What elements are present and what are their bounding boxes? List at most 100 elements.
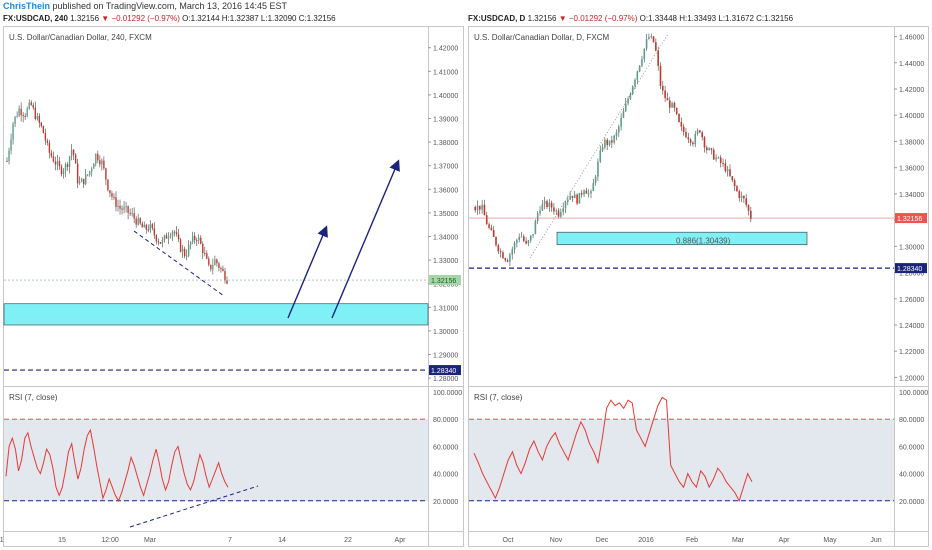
left-candle-body <box>147 229 149 231</box>
left-candle-body <box>87 174 89 176</box>
right-candle-body <box>643 48 646 60</box>
left-candle-body <box>137 218 139 225</box>
right-candle-body <box>659 65 662 86</box>
right-candle-body <box>509 254 511 262</box>
left-candle-body <box>204 253 206 255</box>
left-price-tick-label: 1.34000 <box>433 235 458 242</box>
right-candle-body <box>706 147 708 151</box>
left-candle-body <box>151 224 154 229</box>
right-candle-body <box>661 85 664 91</box>
left-candle-body <box>97 153 99 161</box>
right-candle-body <box>715 157 717 160</box>
right-candle-body <box>627 98 629 104</box>
right-candle-body <box>664 90 666 99</box>
left-candle-body <box>218 263 220 268</box>
left-candle-body <box>206 253 208 259</box>
right-candle-body <box>557 210 560 217</box>
left-candle-body <box>117 205 119 208</box>
left-candle-body <box>111 193 113 197</box>
right-time-tick-label: Apr <box>779 537 791 544</box>
right-candle-body <box>555 210 558 212</box>
right-ohlc: O:1.33448 H:1.33493 L:1.31672 C:1.32156 <box>639 14 794 23</box>
left-projection-arrow-long <box>331 159 400 319</box>
left-candle-body <box>113 196 115 198</box>
left-symbol[interactable]: FX:USDCAD, 240 <box>3 14 68 23</box>
left-candle-body <box>93 163 95 169</box>
right-candle-body <box>583 190 585 195</box>
left-candle-body <box>189 241 192 245</box>
right-price-tick-label: 1.30000 <box>899 244 924 251</box>
right-price-tick-label: 1.28000 <box>899 271 924 278</box>
right-last-price-badge <box>895 213 927 224</box>
left-price-tick-label: 1.32000 <box>433 282 458 289</box>
left-candle-body <box>169 236 172 238</box>
right-rsi-label: RSI (7, close) <box>474 393 523 402</box>
right-price-tick-label: 1.26000 <box>899 297 924 304</box>
right-candle-body <box>529 235 532 241</box>
right-time-tick-label: Oct <box>503 537 514 544</box>
left-candle-body <box>123 207 125 210</box>
left-level-badge-label: 1.28340 <box>431 368 456 375</box>
left-price-tick-label: 1.37000 <box>433 164 458 171</box>
left-candle-body <box>129 212 131 214</box>
right-candle-body <box>601 147 604 151</box>
right-candle-body <box>675 107 678 114</box>
right-candle-body <box>703 137 706 148</box>
left-candle-body <box>76 163 79 184</box>
right-candle-body <box>585 190 588 194</box>
right-candle-body <box>541 204 544 211</box>
left-candle-body <box>198 237 200 241</box>
left-candle-body <box>91 168 93 172</box>
right-symbol[interactable]: FX:USDCAD, D <box>468 14 526 23</box>
left-candle-body <box>155 235 158 242</box>
left-candle-body <box>161 240 164 244</box>
right-candle-body <box>495 236 497 246</box>
left-time-tick-label: 14 <box>278 537 286 544</box>
right-candle-body <box>613 135 615 143</box>
left-candle-body <box>74 154 77 164</box>
left-candle-body <box>89 171 91 175</box>
left-symbol-line: FX:USDCAD, 240 1.32156 ▼ −0.01292 (−0.97… <box>3 13 336 25</box>
right-candle-body <box>606 139 609 145</box>
right-candle-body <box>750 210 752 220</box>
right-candle-body <box>687 137 690 140</box>
right-rsi-line <box>473 396 753 503</box>
right-candle-body <box>560 211 562 217</box>
right-candle-body <box>478 205 481 210</box>
right-candle-body <box>483 204 486 216</box>
left-price-tick-label: 1.41000 <box>433 69 458 76</box>
left-candle-body <box>82 178 85 185</box>
left-candle-body <box>80 178 83 183</box>
left-price-tick-label: 1.28000 <box>433 376 458 383</box>
right-candle-body <box>522 236 525 241</box>
left-time-tick-label: 22 <box>344 537 352 544</box>
right-rsi-tick-label: 40.0000 <box>899 472 924 479</box>
right-candle-body <box>708 148 710 151</box>
left-price-tick-label: 1.30000 <box>433 329 458 336</box>
right-time-tick-label: May <box>823 537 837 544</box>
right-candle-body <box>740 195 743 198</box>
left-candle-body <box>62 170 65 175</box>
right-candle-body <box>518 236 520 240</box>
left-candle-body <box>68 156 71 167</box>
right-candle-body <box>636 71 639 80</box>
left-candle-body <box>22 115 24 117</box>
left-candle-body <box>135 218 137 225</box>
right-change: ▼ −0.01292 (−0.97%) <box>558 14 638 23</box>
right-candle-body <box>567 199 569 202</box>
left-price-tick-label: 1.29000 <box>433 353 458 360</box>
right-candle-body <box>701 132 704 138</box>
right-candle-body <box>571 195 574 198</box>
author-link[interactable]: ChrisThein <box>3 1 51 11</box>
right-candle-body <box>657 50 659 66</box>
right-candle-body <box>548 202 551 208</box>
chart-content: 1.42000 1.41000 1.40000 1.39000 1.38000 1.370… <box>0 33 928 544</box>
right-candle-body <box>488 224 490 228</box>
left-candle-body <box>159 242 162 244</box>
left-candle-body <box>115 197 117 208</box>
right-fib-zone <box>556 231 808 246</box>
right-candle-body <box>569 195 571 200</box>
left-candle-body <box>66 164 69 167</box>
left-candle-body <box>181 248 184 252</box>
